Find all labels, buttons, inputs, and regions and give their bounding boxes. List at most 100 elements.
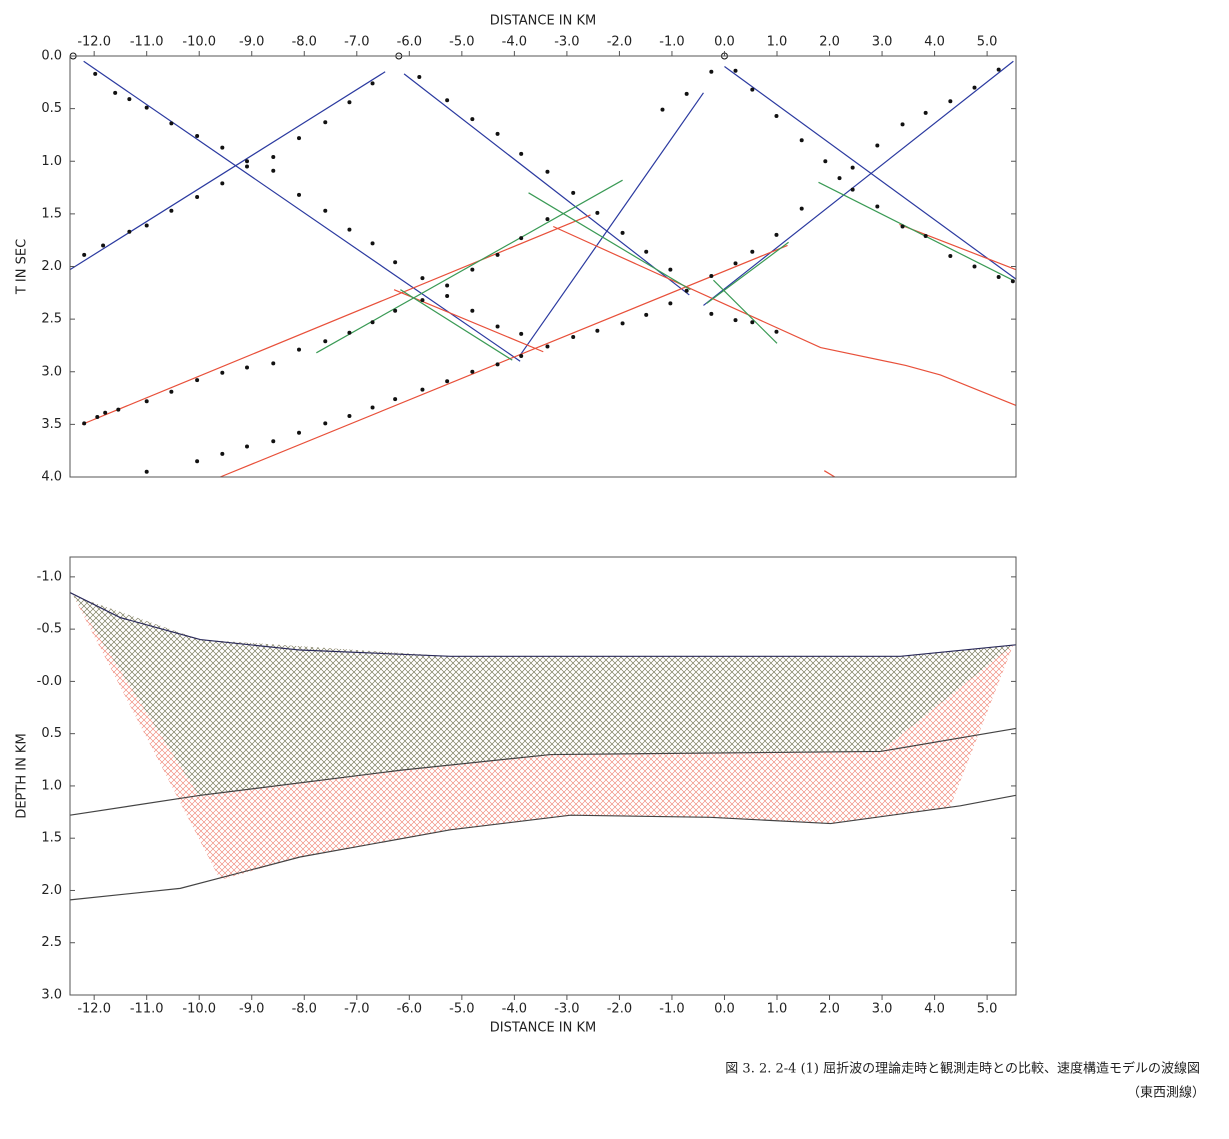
observed-point	[347, 227, 352, 232]
y-tick-label: 1.5	[41, 831, 62, 846]
curve	[69, 727, 1017, 816]
observed-point	[996, 275, 1001, 280]
observed-point	[1010, 279, 1015, 284]
x-tick-label: -8.0	[292, 35, 317, 50]
observed-point	[169, 121, 174, 126]
curve	[899, 223, 1017, 271]
curve	[81, 214, 591, 425]
observed-point	[245, 164, 250, 169]
curve	[818, 181, 1014, 281]
curve	[393, 289, 544, 353]
x-tick-label: -3.0	[554, 35, 579, 50]
x-tick-label: 5.0	[977, 35, 998, 50]
observed-point	[127, 97, 132, 102]
observed-point	[709, 273, 714, 278]
observed-point	[545, 217, 550, 222]
observed-point	[571, 335, 576, 340]
observed-point	[101, 243, 106, 248]
observed-point	[733, 68, 738, 73]
observed-point	[470, 308, 475, 313]
observed-point	[996, 67, 1001, 72]
observed-point	[220, 370, 225, 375]
observed-point	[220, 451, 225, 456]
curve	[69, 71, 386, 271]
observed-point	[595, 328, 600, 333]
x-tick-label: -7.0	[344, 1002, 369, 1017]
curve	[69, 794, 1017, 901]
observed-point	[470, 267, 475, 272]
observed-point	[445, 379, 450, 384]
observed-point	[495, 252, 500, 257]
observed-point	[195, 195, 200, 200]
observed-point	[347, 100, 352, 105]
curve	[69, 592, 1017, 657]
observed-point	[495, 362, 500, 367]
observed-point	[733, 318, 738, 323]
y-tick-label: -1.0	[37, 569, 62, 584]
curve	[403, 73, 690, 296]
observed-point	[144, 399, 149, 404]
observed-point	[660, 107, 665, 112]
x-tick-label: -2.0	[607, 35, 632, 50]
observed-point	[923, 110, 928, 115]
x-tick-label: -6.0	[397, 1002, 422, 1017]
observed-point	[668, 267, 673, 272]
observed-point	[393, 260, 398, 265]
plot-frame	[69, 556, 1017, 996]
observed-point	[850, 165, 855, 170]
observed-point	[195, 378, 200, 383]
observed-point	[948, 253, 953, 258]
x-tick-label: -11.0	[130, 35, 164, 50]
x-tick-label: -11.0	[130, 1002, 164, 1017]
observed-point	[297, 192, 302, 197]
x-axis-title: DISTANCE IN KM	[490, 1021, 597, 1036]
observed-point	[271, 155, 276, 160]
observed-point	[923, 233, 928, 238]
y-tick-label: -0.5	[37, 622, 62, 637]
y-tick-label: 0.0	[41, 49, 62, 64]
caption: 図 3. 2. 2-4 (1) 屈折波の理論走時と観測走時との比較、速度構造モデ…	[725, 1061, 1200, 1077]
observed-point	[519, 331, 524, 336]
x-tick-label: -2.0	[607, 1002, 632, 1017]
observed-point	[169, 389, 174, 394]
observed-point	[95, 415, 100, 420]
observed-point	[220, 145, 225, 150]
observed-point	[545, 169, 550, 174]
observed-point	[323, 421, 328, 426]
observed-point	[972, 85, 977, 90]
x-tick-label: -8.0	[292, 1002, 317, 1017]
observed-point	[144, 223, 149, 228]
curve	[219, 244, 788, 478]
x-tick-label: 4.0	[924, 35, 945, 50]
x-tick-label: 1.0	[767, 35, 788, 50]
observed-point	[370, 320, 375, 325]
observed-point	[245, 444, 250, 449]
observed-point	[82, 421, 87, 426]
observed-point	[620, 230, 625, 235]
y-tick-label: 2.5	[41, 935, 62, 950]
x-tick-label: 4.0	[924, 1002, 945, 1017]
observed-point	[495, 131, 500, 136]
curve	[552, 225, 1017, 406]
x-tick-label: 3.0	[872, 35, 893, 50]
y-tick-label: 3.5	[41, 417, 62, 432]
observed-point	[420, 276, 425, 281]
x-tick-label: -10.0	[182, 35, 216, 50]
plot-frame	[69, 55, 1017, 478]
curve	[724, 66, 1017, 280]
observed-point	[245, 365, 250, 370]
x-tick-label: -9.0	[239, 1002, 264, 1017]
observed-point	[595, 210, 600, 215]
observed-point	[972, 264, 977, 269]
observed-point	[195, 133, 200, 138]
x-tick-label: -9.0	[239, 35, 264, 50]
observed-point	[495, 324, 500, 329]
x-tick-label: 0.0	[714, 1002, 735, 1017]
x-tick-label: 5.0	[977, 1002, 998, 1017]
x-tick-label: 2.0	[819, 35, 840, 50]
y-tick-label: 1.0	[41, 778, 62, 793]
y-tick-label: 0.5	[41, 726, 62, 741]
observed-point	[113, 90, 118, 95]
y-tick-label: 1.5	[41, 206, 62, 221]
